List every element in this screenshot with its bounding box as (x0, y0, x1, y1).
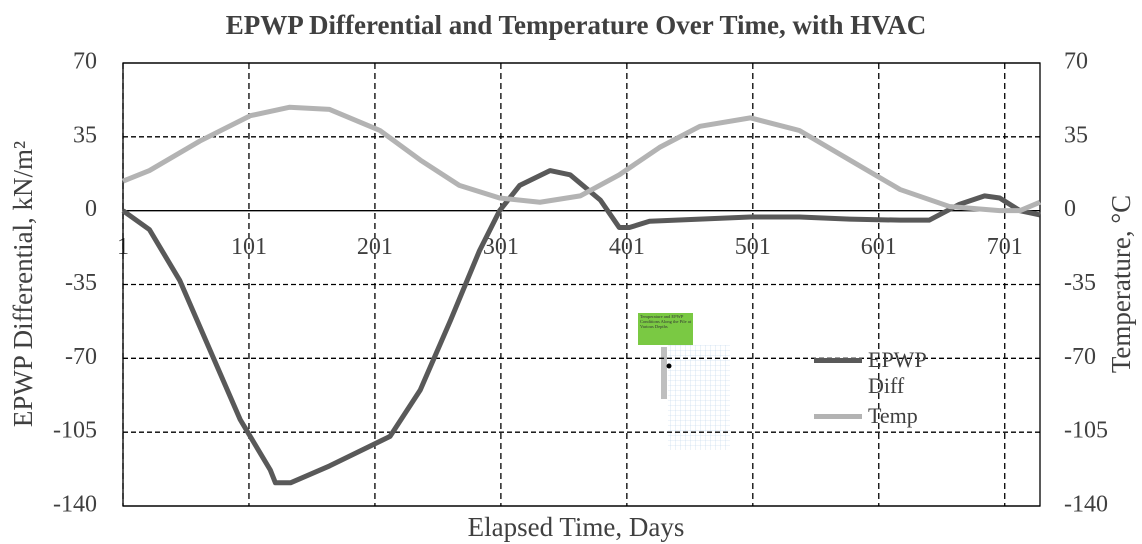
x-axis-label: Elapsed Time, Days (468, 512, 685, 542)
y-tick-label: 0 (85, 196, 97, 222)
y2-axis-label: Temperature, °C (1106, 195, 1136, 373)
y-axis-label: EPWP Differential, kN/m² (8, 141, 38, 427)
legend-item: Temp (814, 403, 938, 429)
y2-tick-label: 70 (1064, 49, 1088, 75)
y-tick-label: -105 (53, 418, 97, 444)
y2-tick-label: 35 (1064, 122, 1088, 148)
y2-tick-label: -70 (1064, 344, 1096, 370)
y-tick-label: 70 (73, 49, 97, 75)
legend: EPWP Diff Temp (814, 347, 938, 433)
inset-dot (666, 363, 672, 369)
inset-pile (661, 347, 667, 399)
legend-label: EPWP Diff (868, 347, 926, 398)
x-tick-label: 701 (987, 234, 1023, 260)
legend-label: Temp (868, 403, 918, 428)
y2-tick-label: -105 (1064, 418, 1108, 444)
inset-image: Temperature and EPWP Conditions Along th… (638, 313, 730, 450)
chart-title: EPWP Differential and Temperature Over T… (226, 10, 927, 40)
y-tick-label: 35 (73, 122, 97, 148)
x-tick-label: 601 (861, 234, 897, 260)
x-tick-label: 201 (357, 234, 393, 260)
inset-grid (668, 345, 730, 450)
grid (122, 62, 1040, 507)
data-line (121, 168, 1041, 486)
y2-tick-label: -140 (1064, 492, 1108, 518)
x-tick-label: 301 (483, 234, 519, 260)
y-tick-label: -35 (65, 270, 97, 296)
y2-tick-label: 0 (1064, 196, 1076, 222)
y-tick-label: -70 (65, 344, 97, 370)
legend-item: EPWP Diff (814, 347, 938, 399)
inset-caption-box: Temperature and EPWP Conditions Along th… (640, 314, 692, 329)
y2-tick-label: -35 (1064, 270, 1096, 296)
inset-header (638, 313, 693, 345)
legend-swatch (814, 414, 862, 419)
data-line (122, 104, 1041, 214)
plot-border (122, 62, 1041, 507)
inset-caption: Temperature and EPWP Conditions Along th… (640, 314, 692, 329)
x-tick-label: 501 (735, 234, 771, 260)
legend-swatch (814, 358, 862, 363)
x-tick-label: 101 (231, 234, 267, 260)
x-tick-label: 401 (609, 234, 645, 260)
y-tick-label: -140 (53, 492, 97, 518)
